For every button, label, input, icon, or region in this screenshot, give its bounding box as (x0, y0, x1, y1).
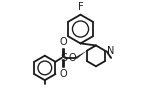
Text: O: O (60, 37, 67, 47)
Text: N: N (107, 46, 114, 56)
Text: F: F (78, 2, 83, 12)
Text: S: S (60, 53, 67, 63)
Text: O: O (68, 53, 76, 63)
Text: O: O (60, 69, 67, 79)
